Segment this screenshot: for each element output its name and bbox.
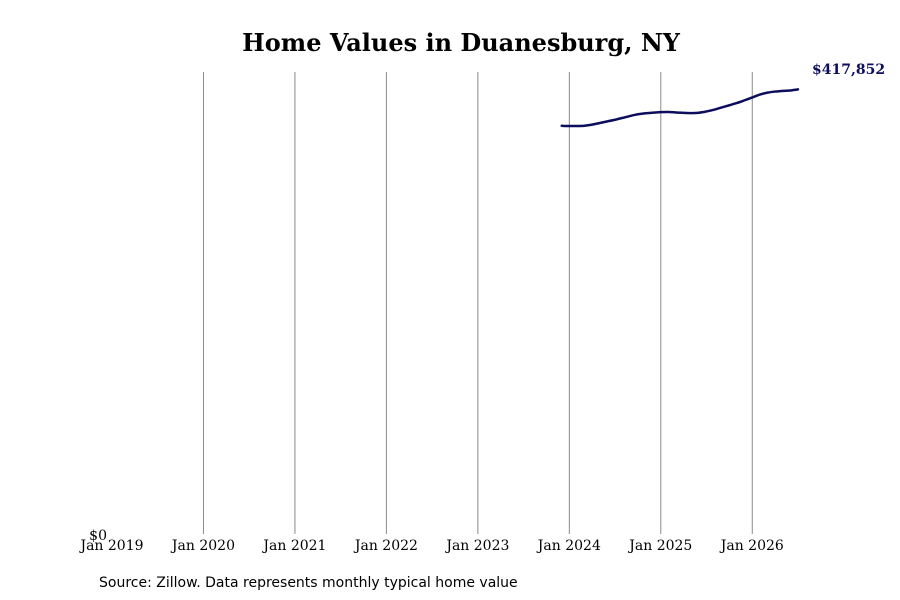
x-tick-label-jan-2024: Jan 2024 <box>536 538 601 554</box>
x-tick-label-jan-2025: Jan 2025 <box>627 538 692 554</box>
source-note: Source: Zillow. Data represents monthly … <box>99 575 518 591</box>
x-tick-label-jan-2022: Jan 2022 <box>353 538 418 554</box>
series-layer <box>560 88 800 128</box>
x-tick-label-jan-2021: Jan 2021 <box>261 538 326 554</box>
home-value-line-0 <box>560 88 800 128</box>
chart-title: Home Values in Duanesburg, NY <box>242 28 681 57</box>
x-axis-ticks: Jan 2019 Jan 2020 Jan 2021 Jan 2022 Jan 2023… <box>78 538 783 554</box>
grid-lines <box>202 72 753 534</box>
y-tick-label: $0 <box>89 528 107 544</box>
x-tick-label-jan-2023: Jan 2023 <box>444 538 509 554</box>
x-tick-label-jan-2020: Jan 2020 <box>170 538 235 554</box>
x-tick-label-jan-2026: Jan 2026 <box>719 538 784 554</box>
end-value-label: $417,852 <box>812 62 885 78</box>
x-tick-label-jan-2019: Jan 2019 <box>78 538 143 554</box>
